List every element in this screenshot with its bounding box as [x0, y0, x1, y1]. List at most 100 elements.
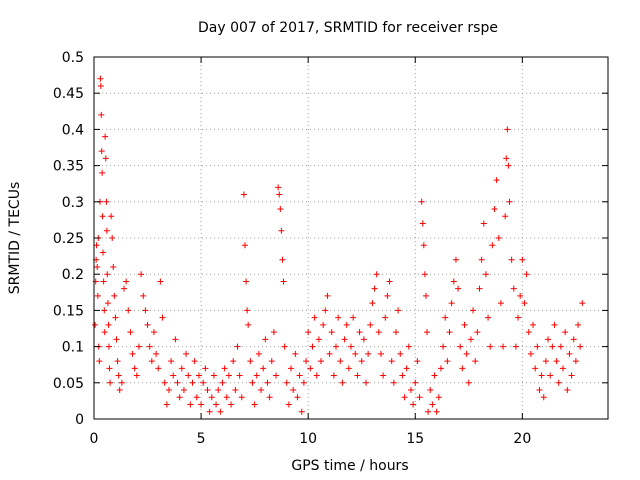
data-point	[322, 307, 329, 314]
data-point	[165, 387, 172, 394]
data-point	[414, 358, 421, 365]
data-point	[326, 350, 333, 357]
data-point	[109, 235, 116, 241]
data-point	[307, 365, 314, 372]
data-point	[467, 336, 474, 343]
data-point	[562, 329, 569, 336]
data-point	[103, 198, 110, 205]
data-point	[225, 372, 232, 379]
data-point	[403, 365, 410, 372]
data-point	[208, 394, 215, 401]
data-point	[431, 372, 438, 379]
data-point	[187, 401, 194, 408]
data-point	[309, 343, 316, 350]
data-point	[236, 372, 243, 379]
data-point	[172, 336, 179, 343]
data-point	[407, 387, 414, 394]
data-point	[102, 133, 109, 140]
data-point	[247, 358, 254, 365]
data-point	[392, 329, 399, 336]
data-point	[210, 372, 217, 379]
data-point	[144, 321, 151, 328]
data-point	[489, 242, 496, 249]
data-point	[536, 387, 543, 394]
data-point	[405, 343, 412, 350]
data-point	[472, 358, 479, 365]
data-point	[337, 358, 344, 365]
data-point	[234, 343, 241, 350]
data-point	[142, 307, 149, 314]
data-point	[577, 343, 584, 350]
data-point	[230, 358, 237, 365]
data-point	[570, 336, 577, 343]
data-point	[390, 379, 397, 386]
data-point	[360, 336, 367, 343]
data-point	[135, 343, 142, 350]
data-point	[99, 169, 106, 176]
data-point	[101, 307, 108, 314]
data-point	[178, 365, 185, 372]
data-point	[129, 350, 136, 357]
data-point	[427, 387, 434, 394]
data-point	[549, 343, 556, 350]
data-point	[418, 198, 425, 205]
data-point	[512, 343, 519, 350]
tick-labels: 0 0.05 0.1 0.15 0.2 0.25 0.3 0.35 0.4 0.45 0.5 0 5 10…	[53, 50, 531, 447]
data-point	[345, 365, 352, 372]
data-point	[422, 292, 429, 299]
data-point	[461, 321, 468, 328]
data-point	[495, 235, 502, 241]
data-point	[255, 350, 262, 357]
y-tick-label: 0.25	[53, 231, 84, 247]
data-point	[429, 401, 436, 408]
data-point	[279, 256, 286, 263]
data-point	[120, 285, 127, 292]
data-point	[294, 394, 301, 401]
data-point	[352, 350, 359, 357]
data-point	[113, 336, 120, 343]
data-point	[459, 365, 466, 372]
data-point	[315, 336, 322, 343]
data-point	[157, 278, 164, 285]
data-point	[446, 329, 453, 336]
data-point	[270, 329, 277, 336]
data-point	[500, 343, 507, 350]
data-point	[131, 365, 138, 372]
data-point	[503, 155, 510, 162]
data-point	[114, 358, 121, 365]
data-point	[93, 242, 100, 249]
data-point	[202, 365, 209, 372]
y-tick-label: 0.05	[53, 376, 84, 392]
data-point	[505, 162, 512, 169]
y-tick-label: 0.35	[53, 159, 84, 175]
y-axis-title: SRMTID / TECUs	[7, 182, 23, 295]
data-point	[532, 365, 539, 372]
data-point	[183, 350, 190, 357]
data-point	[373, 271, 380, 278]
data-point	[200, 379, 207, 386]
data-point	[420, 242, 427, 249]
data-point	[527, 350, 534, 357]
data-point	[116, 387, 123, 394]
data-point	[330, 372, 337, 379]
data-point	[123, 278, 130, 285]
data-point	[517, 292, 524, 299]
grid-lines	[94, 57, 608, 419]
data-point	[538, 372, 545, 379]
data-point	[110, 263, 117, 270]
data-point	[104, 300, 111, 307]
data-point	[99, 213, 106, 220]
data-point	[502, 213, 509, 220]
data-point	[318, 358, 325, 365]
data-point	[455, 285, 462, 292]
data-point	[491, 206, 498, 213]
data-point	[424, 329, 431, 336]
data-point	[388, 358, 395, 365]
data-point	[542, 358, 549, 365]
data-point	[215, 387, 222, 394]
data-point	[523, 271, 530, 278]
data-point	[174, 379, 181, 386]
x-tick-label: 10	[299, 431, 317, 447]
data-point	[410, 401, 417, 408]
data-point	[474, 329, 481, 336]
